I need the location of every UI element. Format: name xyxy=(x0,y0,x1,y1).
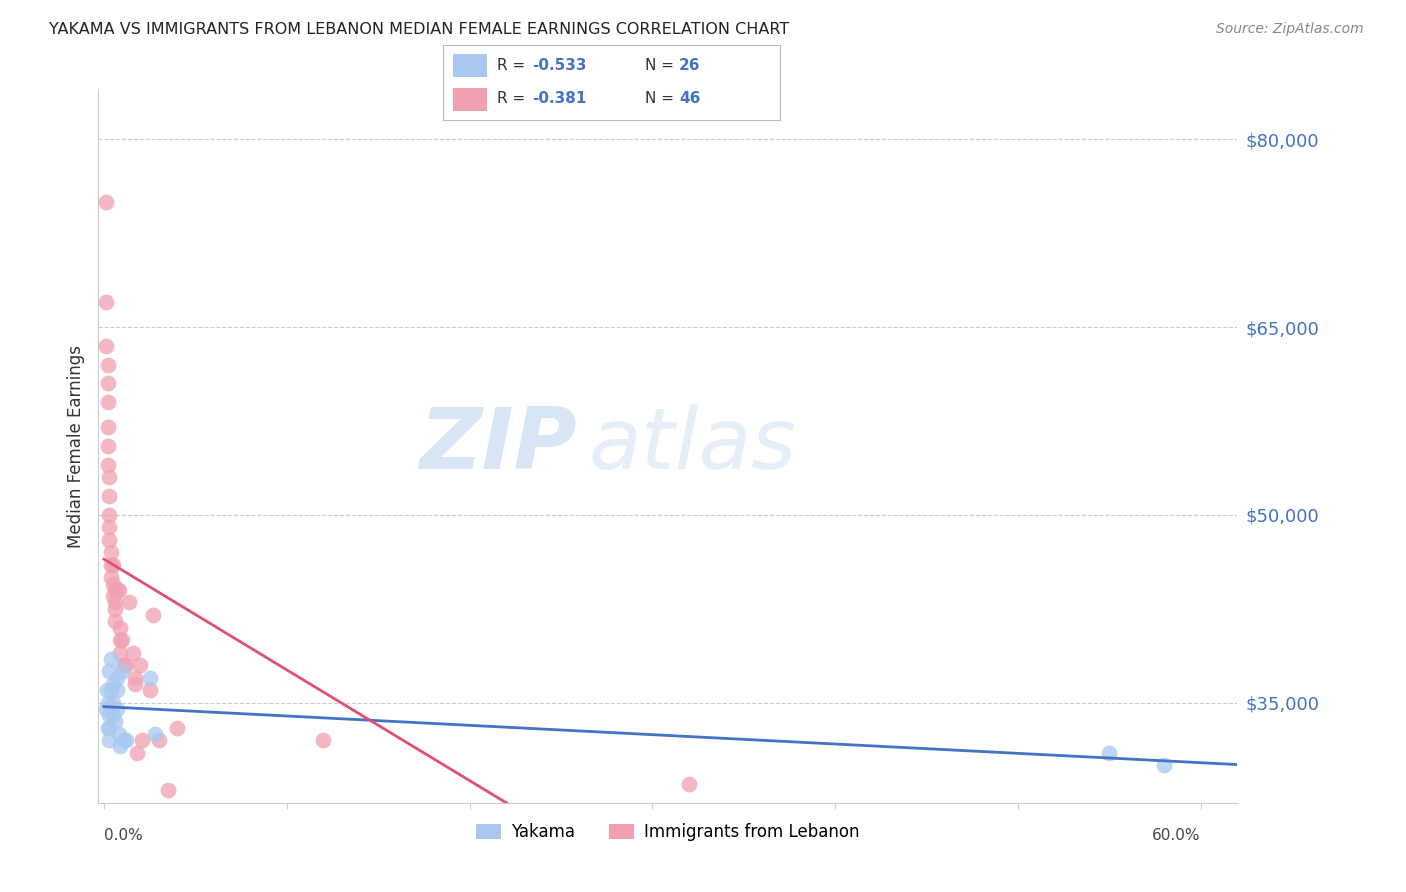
Point xyxy=(105,582,128,597)
Point xyxy=(98,508,121,522)
Text: ZIP: ZIP xyxy=(419,404,576,488)
Point xyxy=(142,607,165,622)
Point xyxy=(97,376,120,391)
Point xyxy=(100,652,122,666)
Point xyxy=(156,783,179,797)
Point xyxy=(105,683,128,698)
Bar xyxy=(453,54,486,78)
Point xyxy=(98,470,121,484)
Point xyxy=(94,295,117,310)
Point xyxy=(104,614,127,628)
Point xyxy=(122,646,145,660)
Point xyxy=(101,708,124,723)
Point xyxy=(1153,758,1175,772)
Point xyxy=(100,683,122,698)
Point xyxy=(94,702,117,716)
Point xyxy=(97,696,120,710)
Point xyxy=(166,721,188,735)
Text: 46: 46 xyxy=(679,91,700,106)
Point xyxy=(97,395,120,409)
Point xyxy=(104,714,127,729)
Text: Source: ZipAtlas.com: Source: ZipAtlas.com xyxy=(1216,22,1364,37)
Point xyxy=(100,545,122,559)
Point xyxy=(104,595,127,609)
Text: 60.0%: 60.0% xyxy=(1153,828,1201,843)
Point xyxy=(115,733,138,747)
Text: 26: 26 xyxy=(679,58,700,72)
Point xyxy=(97,439,120,453)
Point xyxy=(124,677,146,691)
Point xyxy=(97,358,120,372)
Point xyxy=(1098,746,1121,760)
Point xyxy=(118,595,141,609)
Point xyxy=(129,658,152,673)
Point xyxy=(138,683,160,698)
Point xyxy=(678,777,700,791)
Point xyxy=(105,671,128,685)
Point xyxy=(112,658,135,673)
Point xyxy=(100,558,122,572)
Point xyxy=(98,721,121,735)
Point xyxy=(101,558,124,572)
Legend: Yakama, Immigrants from Lebanon: Yakama, Immigrants from Lebanon xyxy=(470,817,866,848)
Point xyxy=(101,576,124,591)
Point xyxy=(124,671,146,685)
Point xyxy=(115,658,138,673)
Point xyxy=(101,677,124,691)
Y-axis label: Median Female Earnings: Median Female Earnings xyxy=(66,344,84,548)
Point xyxy=(98,665,121,679)
Text: -0.381: -0.381 xyxy=(533,91,586,106)
Point xyxy=(101,589,124,603)
Point xyxy=(131,733,153,747)
Point xyxy=(96,683,118,698)
Text: N =: N = xyxy=(645,58,679,72)
Point xyxy=(98,520,121,534)
Text: 0.0%: 0.0% xyxy=(104,828,142,843)
Point xyxy=(100,570,122,584)
Point xyxy=(110,646,132,660)
Point xyxy=(112,733,135,747)
Text: YAKAMA VS IMMIGRANTS FROM LEBANON MEDIAN FEMALE EARNINGS CORRELATION CHART: YAKAMA VS IMMIGRANTS FROM LEBANON MEDIAN… xyxy=(49,22,789,37)
Point xyxy=(94,194,117,209)
Text: N =: N = xyxy=(645,91,679,106)
Point xyxy=(97,458,120,472)
Point xyxy=(98,533,121,547)
Point xyxy=(110,633,132,648)
Point xyxy=(312,733,335,747)
Text: -0.533: -0.533 xyxy=(533,58,586,72)
Point xyxy=(111,633,134,648)
Point xyxy=(98,489,121,503)
Point xyxy=(111,665,134,679)
Point xyxy=(143,727,166,741)
Bar xyxy=(453,87,486,111)
Point xyxy=(125,746,148,760)
Point xyxy=(110,739,132,754)
Point xyxy=(107,727,129,741)
Point xyxy=(148,733,170,747)
Point xyxy=(101,696,124,710)
Point xyxy=(98,708,121,723)
Point xyxy=(107,582,129,597)
Point xyxy=(105,702,128,716)
Point xyxy=(94,339,117,353)
Point xyxy=(104,601,127,615)
Point xyxy=(110,621,132,635)
Point xyxy=(97,721,120,735)
Text: atlas: atlas xyxy=(588,404,796,488)
Text: R =: R = xyxy=(496,58,530,72)
Text: R =: R = xyxy=(496,91,530,106)
Point xyxy=(104,582,127,597)
Point xyxy=(97,420,120,434)
Point xyxy=(98,733,121,747)
Point xyxy=(138,671,160,685)
